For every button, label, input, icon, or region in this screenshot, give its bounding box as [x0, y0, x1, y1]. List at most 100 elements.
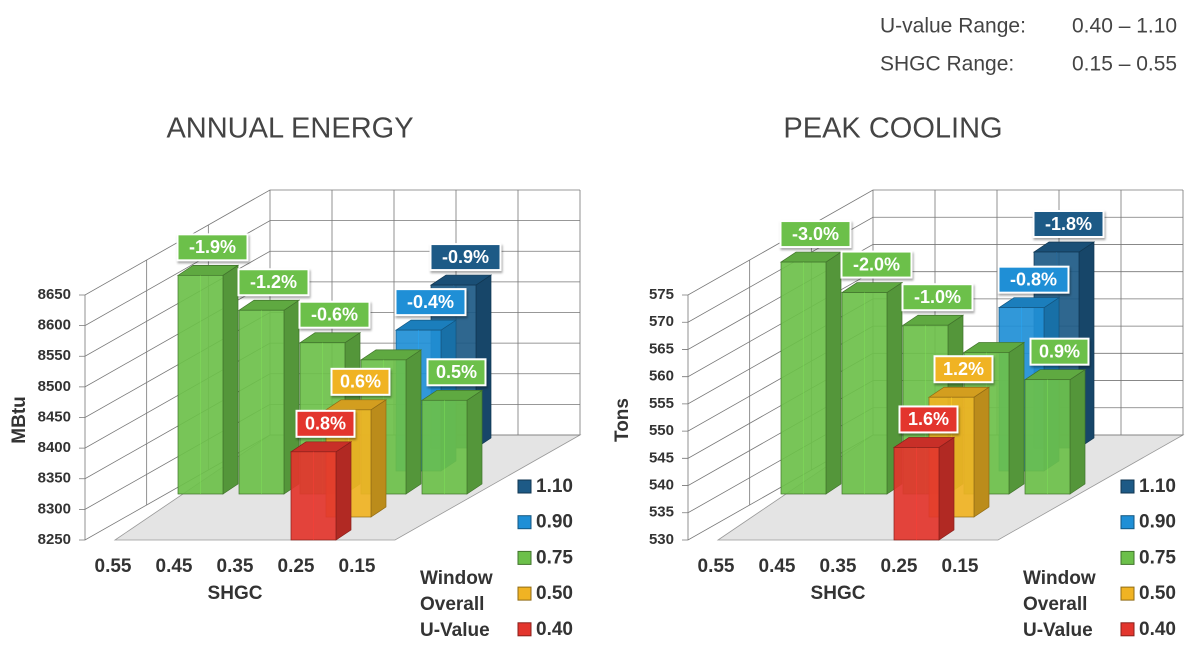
header-label: SHGC Range:	[880, 53, 1014, 76]
x-tick-label: 0.45	[759, 556, 796, 577]
value-label-box	[295, 409, 356, 438]
value-label-box	[898, 405, 959, 434]
bar-side	[1008, 341, 1025, 495]
legend-label: 0.40	[536, 619, 573, 640]
legend-title: U-Value	[420, 620, 490, 641]
chart-title: PEAK COOLING	[783, 113, 1002, 145]
header-value: 0.15 – 0.55	[1072, 53, 1177, 76]
value-label: 1.2%	[943, 359, 984, 379]
bar-side	[335, 441, 352, 541]
legend-swatch	[1120, 550, 1135, 565]
value-label-box	[779, 220, 852, 249]
bar	[420, 389, 484, 495]
value-label-box	[176, 233, 249, 262]
value-label: -0.8%	[1010, 269, 1057, 289]
y-tick-label: 8650	[38, 286, 71, 303]
legend-label: 0.40	[1139, 619, 1176, 640]
x-axis-label: SHGC	[208, 583, 263, 604]
value-label-box	[901, 283, 974, 312]
value-label-box	[394, 288, 467, 317]
legend-swatch	[1120, 586, 1135, 601]
value-label-box	[840, 250, 913, 279]
header-value: 0.40 – 1.10	[1072, 15, 1177, 38]
grid-line	[79, 281, 580, 388]
x-tick-label: 0.55	[698, 556, 735, 577]
legend-swatch	[1120, 479, 1135, 494]
grid-line	[682, 189, 1183, 296]
bar-side	[405, 349, 422, 495]
x-tick-label: 0.35	[820, 556, 857, 577]
value-label: -1.8%	[1045, 214, 1092, 234]
y-tick-label: 530	[649, 531, 674, 548]
x-tick-label: 0.25	[278, 556, 315, 577]
y-axis-label: MBtu	[9, 396, 30, 443]
legend-label: 0.75	[536, 547, 573, 568]
y-tick-label: 8550	[38, 347, 71, 364]
y-tick-label: 8500	[38, 378, 71, 395]
y-tick-label: 8400	[38, 439, 71, 456]
y-tick-label: 535	[649, 504, 674, 521]
value-label-box	[298, 300, 371, 329]
value-label: -3.0%	[792, 224, 839, 244]
bar-side	[825, 251, 842, 495]
bar	[779, 251, 843, 495]
x-tick-label: 0.15	[942, 556, 979, 577]
value-label: -0.9%	[442, 247, 489, 267]
legend-swatch	[517, 622, 532, 637]
y-tick-label: 8300	[38, 500, 71, 517]
value-label-box	[997, 265, 1070, 294]
legend-label: 1.10	[536, 476, 573, 497]
value-label: -0.6%	[311, 304, 358, 324]
value-label: 0.8%	[305, 414, 346, 434]
legend-swatch	[1120, 622, 1135, 637]
legend-swatch	[517, 550, 532, 565]
bar	[1023, 369, 1087, 495]
value-label: -1.2%	[250, 272, 297, 292]
y-tick-label: 570	[649, 313, 674, 330]
y-axis-label: Tons	[612, 398, 633, 442]
bar	[892, 436, 956, 541]
legend-title: Window	[420, 568, 493, 589]
y-tick-label: 565	[649, 340, 674, 357]
x-tick-label: 0.25	[881, 556, 918, 577]
value-label: 1.6%	[908, 409, 949, 429]
legend-swatch	[517, 515, 532, 530]
value-label-box	[429, 243, 502, 272]
value-label-box	[933, 355, 994, 384]
x-axis-label: SHGC	[811, 583, 866, 604]
legend-title: U-Value	[1023, 620, 1093, 641]
legend-title: Overall	[420, 594, 484, 615]
value-label: 0.6%	[340, 372, 381, 392]
grid-line	[682, 216, 1183, 323]
bar	[176, 264, 240, 495]
grid-line	[682, 244, 1183, 350]
y-tick-label: 560	[649, 368, 674, 385]
y-tick-label: 8350	[38, 470, 71, 487]
legend-swatch	[517, 586, 532, 601]
legend-title: Window	[1023, 568, 1096, 589]
bar-side	[370, 399, 387, 518]
y-tick-label: 550	[649, 422, 674, 439]
grid-line	[79, 250, 580, 357]
y-tick-label: 8450	[38, 408, 71, 425]
bar-side	[1069, 369, 1086, 495]
y-tick-label: 540	[649, 477, 674, 494]
bar-side	[938, 436, 955, 541]
x-tick-label: 0.55	[95, 556, 132, 577]
value-label-box	[237, 268, 310, 297]
bar	[840, 281, 904, 495]
bar-side	[222, 264, 239, 495]
legend-label: 1.10	[1139, 476, 1176, 497]
y-tick-label: 8600	[38, 317, 71, 334]
value-label: 0.5%	[436, 362, 477, 382]
value-label: -1.0%	[914, 287, 961, 307]
bar-side	[973, 386, 990, 518]
grid-line	[79, 220, 580, 327]
value-label-box	[426, 358, 487, 387]
y-tick-label: 575	[649, 286, 674, 303]
legend-label: 0.90	[536, 512, 573, 533]
legend-label: 0.50	[536, 583, 573, 604]
value-label-box	[330, 367, 391, 396]
legend-label: 0.50	[1139, 583, 1176, 604]
